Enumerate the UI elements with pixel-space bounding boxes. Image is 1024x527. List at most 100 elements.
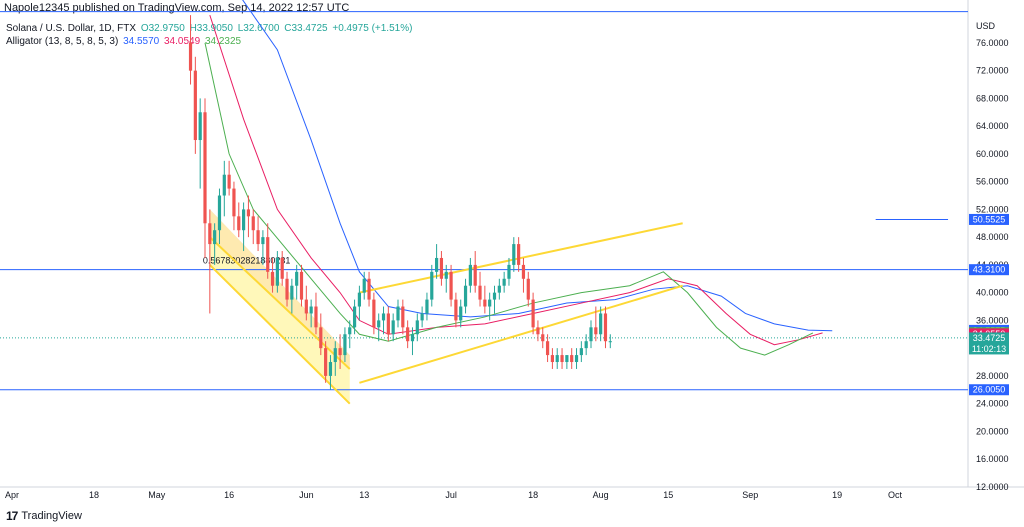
x-tick-label: 15 <box>663 490 673 500</box>
candle-body <box>584 341 588 349</box>
tradingview-brand: TradingView <box>21 510 82 522</box>
candle-body <box>449 271 453 300</box>
candle-body <box>295 271 299 286</box>
candle-body <box>372 299 376 328</box>
high-value: H33.9050 <box>189 23 233 34</box>
x-tick-label: Jul <box>445 490 457 500</box>
x-tick-label: Oct <box>888 490 903 500</box>
candle-body <box>377 320 381 328</box>
candle-body <box>251 216 255 231</box>
x-tick-label: Jun <box>299 490 314 500</box>
candle-body <box>425 299 429 314</box>
candle-body <box>550 355 554 363</box>
y-tick-label: 56.0000 <box>976 177 1009 187</box>
candle-body <box>222 174 226 196</box>
candle-body <box>454 299 458 321</box>
symbol-legend: Solana / U.S. Dollar, 1D, FTX O32.9750 H… <box>6 23 414 34</box>
y-tick-label: 12.0000 <box>976 482 1009 492</box>
hline-price-label-bg <box>969 384 1009 396</box>
indicator-price-label-bg <box>969 332 1009 355</box>
candle-body <box>246 209 251 217</box>
candle-body <box>415 320 419 335</box>
candle-body <box>270 271 275 286</box>
candle-body <box>328 362 333 376</box>
candle-body <box>574 355 579 363</box>
y-tick-label: 76.0000 <box>976 38 1009 48</box>
candle-body <box>401 306 405 328</box>
candle-body <box>536 327 540 335</box>
candle-body <box>579 348 583 356</box>
x-tick-label: 16 <box>224 490 234 500</box>
candle-body <box>444 271 448 279</box>
candle-body <box>367 278 371 300</box>
open-value: O32.9750 <box>140 23 185 34</box>
candle-body <box>468 264 472 286</box>
candle-body <box>352 306 357 328</box>
alligator-lips-line <box>204 42 814 356</box>
candle-body <box>565 355 569 363</box>
candle-body <box>410 334 415 342</box>
candle-body <box>275 257 279 286</box>
candle-body <box>290 285 294 300</box>
channel-line <box>209 264 351 405</box>
y-tick-label: 40.0000 <box>976 288 1009 298</box>
candle-body <box>319 327 323 349</box>
y-tick-label: 64.0000 <box>976 121 1009 131</box>
candle-body <box>193 70 197 141</box>
candle-body <box>512 244 516 265</box>
candle-body <box>570 355 574 363</box>
y-tick-label: 28.0000 <box>976 371 1009 381</box>
candle-body <box>603 313 608 342</box>
change-value: +0.4975 (+1.51%) <box>332 23 413 34</box>
y-tick-label: 24.0000 <box>976 399 1009 409</box>
hline-price-label-bg <box>969 264 1009 276</box>
candle-body <box>198 112 202 141</box>
candle-body <box>439 257 444 279</box>
candle-body <box>261 237 265 245</box>
candle-body <box>396 306 400 321</box>
fib-level-label: 0.5678302821880231 <box>203 256 291 266</box>
candle-body <box>555 355 559 363</box>
candle-body <box>309 306 313 314</box>
jaw-value: 34.5570 <box>123 36 160 47</box>
hline-price-label: 43.3100 <box>973 265 1006 275</box>
x-tick-label: 13 <box>359 490 369 500</box>
candle-body <box>463 285 468 307</box>
short-line-price-label-bg <box>969 213 1009 225</box>
candle-body <box>381 313 386 321</box>
channel-line <box>359 222 683 294</box>
candle-body <box>203 112 207 224</box>
candle-body <box>430 271 434 300</box>
y-tick-label: 52.0000 <box>976 204 1009 214</box>
candle-body <box>599 313 603 335</box>
candle-body <box>521 264 526 279</box>
candle-body <box>232 188 236 217</box>
low-value: L32.6700 <box>237 23 280 34</box>
currency-label: USD <box>976 21 996 31</box>
candle-body <box>459 306 463 321</box>
candle-body <box>526 278 530 300</box>
candle-body <box>502 278 506 286</box>
indicator-price-label: 33.4725 <box>973 333 1006 343</box>
x-tick-label: Sep <box>742 490 758 500</box>
candle-body <box>348 327 352 335</box>
lips-value: 34.2325 <box>204 36 242 47</box>
x-tick-label: Apr <box>5 490 19 500</box>
candle-body <box>531 299 535 328</box>
y-tick-label: 16.0000 <box>976 454 1009 464</box>
x-tick-label: 18 <box>528 490 538 500</box>
candle-body <box>338 348 342 356</box>
y-tick-label: 68.0000 <box>976 93 1009 103</box>
tradingview-logo[interactable]: 17 TradingView <box>6 509 82 523</box>
candle-body <box>333 348 337 363</box>
candle-body <box>237 216 241 231</box>
symbol-name: Solana / U.S. Dollar, 1D, FTX <box>6 23 137 34</box>
channel-line <box>359 284 683 384</box>
candle-body <box>608 341 612 343</box>
candle-body <box>420 313 424 321</box>
candle-body <box>435 257 439 272</box>
candle-body <box>589 327 593 342</box>
candle-body <box>391 320 395 335</box>
candle-body <box>299 271 304 300</box>
